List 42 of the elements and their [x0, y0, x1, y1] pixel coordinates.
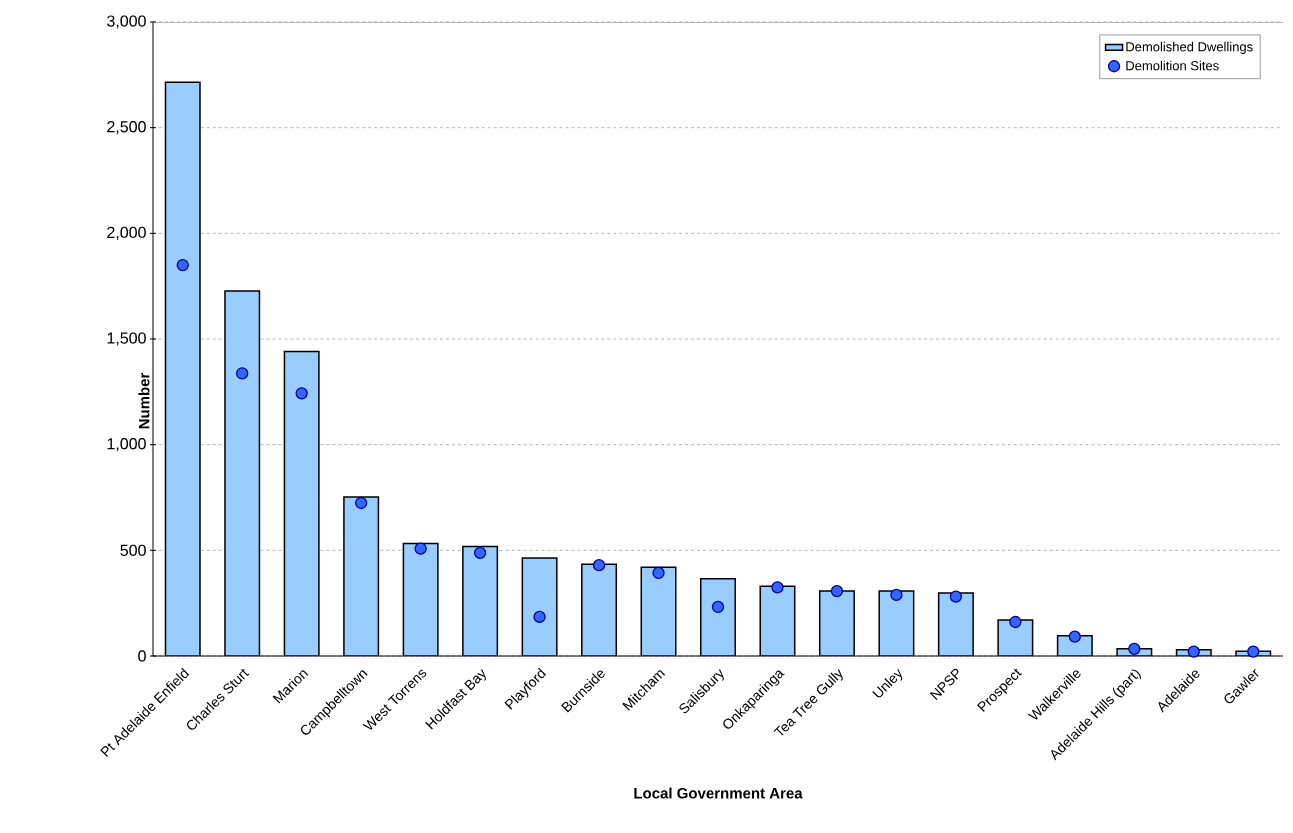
bar: [818, 590, 855, 656]
point: [890, 588, 903, 602]
y-tick-label: 0: [138, 650, 146, 662]
point: [236, 367, 249, 380]
legend-label: Demolished Dwellings: [1126, 41, 1253, 54]
bar: [700, 578, 736, 656]
point: [295, 387, 308, 400]
bar: [521, 557, 558, 656]
y-tick-label: 500: [120, 544, 146, 556]
point: [1247, 645, 1260, 658]
bar: [462, 545, 499, 656]
bar: [640, 566, 677, 656]
point: [949, 590, 963, 603]
point: [1128, 642, 1141, 655]
y-tick-label: 1,000: [107, 438, 146, 452]
point: [592, 558, 606, 572]
bar: [283, 350, 320, 656]
point: [1068, 630, 1081, 643]
point: [830, 584, 844, 598]
point: [1187, 645, 1200, 658]
bar: [164, 81, 201, 656]
bar: [759, 585, 796, 656]
bar: [224, 290, 261, 656]
point: [533, 610, 546, 624]
point: [652, 566, 665, 580]
bar: [343, 496, 380, 656]
y-tick-label: 1,500: [107, 332, 146, 346]
y-tick-label: 3,000: [107, 15, 146, 29]
point: [355, 496, 368, 510]
bar: [402, 542, 439, 656]
y-tick-label: 2,000: [107, 226, 146, 240]
point: [176, 258, 189, 272]
x-axis-title: Local Government Area: [634, 787, 803, 799]
point: [473, 546, 487, 560]
y-axis-title: Number: [138, 372, 150, 429]
point: [771, 581, 784, 594]
point: [414, 542, 427, 555]
bar: [581, 563, 618, 656]
point: [1009, 615, 1022, 629]
y-tick-label: 2,500: [107, 121, 146, 135]
legend-label: Demolition Sites: [1126, 60, 1219, 71]
point: [711, 600, 725, 614]
